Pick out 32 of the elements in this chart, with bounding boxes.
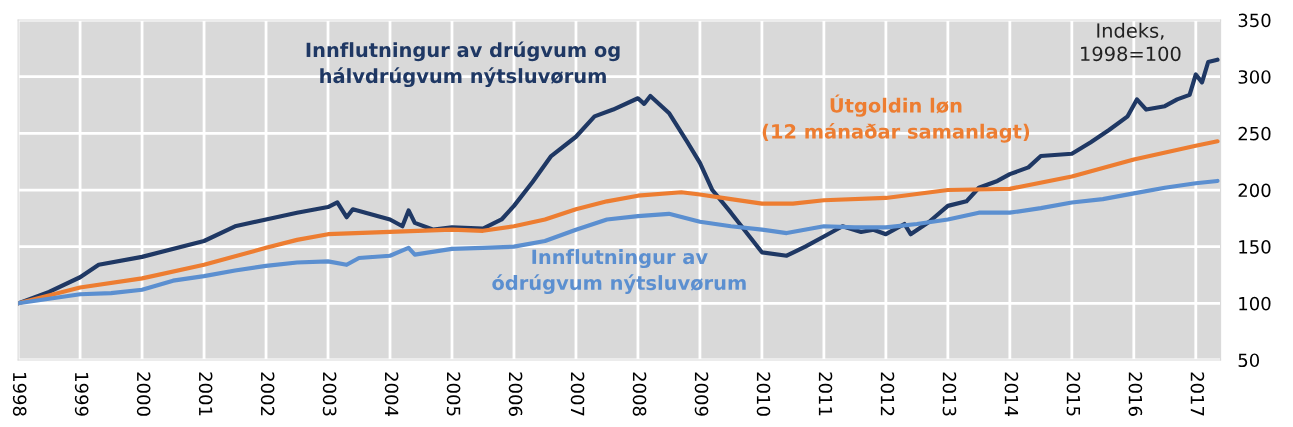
x-tick-label: 2008 [632,372,647,416]
x-tick-label: 2017 [1190,372,1205,416]
x-tick-label: 2011 [818,372,833,416]
y-tick-label: 100 [1239,296,1271,311]
y-tick-label: 50 [1238,353,1260,368]
line-series [18,178,1220,306]
x-tick-label: 2010 [756,372,771,416]
x-tick-label: 2000 [136,372,151,416]
y-axis-title: Indeks, 1998=100 [1081,22,1181,62]
x-tick-label: 2005 [446,372,461,416]
x-tick-label: 2009 [694,372,709,416]
y-tick-label: 150 [1239,240,1271,254]
series-label: Innflutningur av drúgvum og hálvdrúgvum nýtsluvørum [306,41,620,88]
x-tick-label: 2007 [570,372,585,416]
text: Útgoldin løn (12 mánaðar samanlagt) [762,94,1030,143]
x-tick-label: 2002 [260,372,275,416]
x-tick-label: 2015 [1066,372,1081,416]
x-tick-label: 2016 [1128,372,1143,416]
x-tick-label: 1998 [12,373,27,416]
x-tick-label: 2001 [198,372,213,416]
x-tick-label: 2012 [880,372,895,416]
y-tick-label: 350 [1238,13,1271,28]
x-tick-label: 2003 [322,372,337,416]
y-tick-label: 200 [1238,183,1271,198]
y-tick-label: 250 [1238,126,1271,141]
x-tick-label: 2004 [384,372,399,417]
x-tick-label: 2006 [508,372,523,416]
y-tick-label: 300 [1238,70,1271,84]
x-tick-label: 1999 [74,373,89,416]
x-tick-label: 2013 [942,372,957,416]
series-label: Innflutningur av ódrúgvum nýtsluvørum [492,249,746,295]
x-tick-label: 2014 [1004,372,1019,417]
